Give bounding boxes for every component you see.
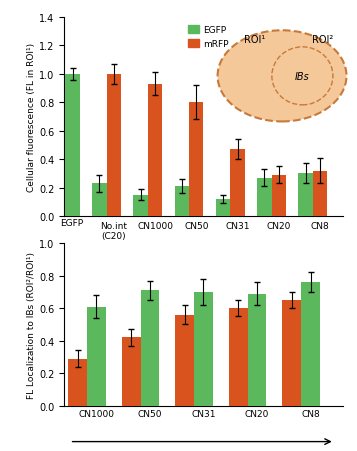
Bar (65, 75, 80, 216)
Bar (216, 199, 230, 216)
Text: IBs: IBs (295, 72, 310, 82)
Bar (298, 174, 313, 216)
Bar (134, 195, 148, 216)
Y-axis label: FL Localization to IBs (ROI²/ROI¹): FL Localization to IBs (ROI²/ROI¹) (27, 251, 36, 398)
Text: EGFP-CBD: EGFP-CBD (196, 280, 238, 289)
Bar (175, 315, 194, 406)
Bar (148, 85, 162, 216)
Bar (68, 359, 87, 406)
Text: ROI¹: ROI¹ (244, 35, 266, 45)
Bar (229, 308, 248, 406)
Bar (122, 338, 141, 406)
Ellipse shape (217, 31, 346, 122)
Bar (248, 294, 266, 406)
Bar (301, 282, 320, 406)
Ellipse shape (272, 48, 333, 106)
Bar (189, 103, 203, 216)
Bar (194, 292, 213, 406)
Text: EGFP: EGFP (60, 219, 83, 228)
Bar (141, 290, 159, 406)
Bar (106, 75, 121, 216)
Legend: EGFP, mRFP: EGFP, mRFP (184, 23, 232, 52)
Bar (272, 175, 286, 216)
Bar (175, 187, 189, 216)
Bar (87, 307, 106, 406)
Polygon shape (70, 435, 335, 451)
Bar (282, 300, 301, 406)
Bar (230, 150, 245, 216)
Bar (313, 171, 327, 216)
Bar (92, 184, 106, 216)
Y-axis label: Cellular fluorescence (FL in ROI¹): Cellular fluorescence (FL in ROI¹) (27, 43, 36, 192)
Text: ROI²: ROI² (312, 35, 333, 45)
Bar (257, 178, 272, 216)
Text: EGFP: EGFP (69, 280, 91, 289)
